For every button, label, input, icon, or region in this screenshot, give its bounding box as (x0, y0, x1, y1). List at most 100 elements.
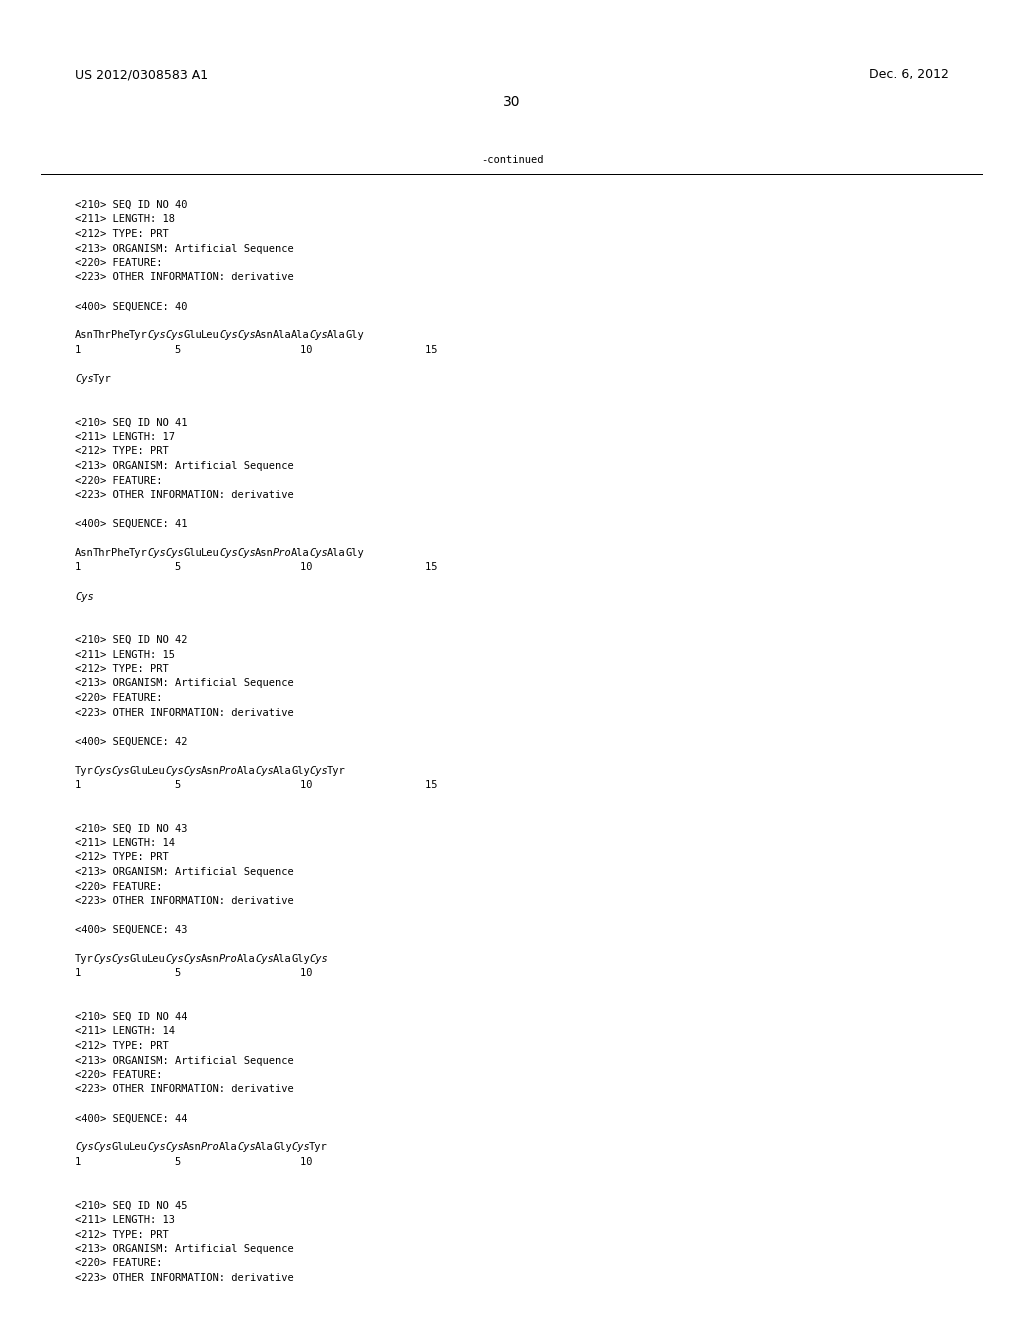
Text: <223> OTHER INFORMATION: derivative: <223> OTHER INFORMATION: derivative (75, 1272, 294, 1283)
Text: <400> SEQUENCE: 43: <400> SEQUENCE: 43 (75, 925, 187, 935)
Text: 1               5                   10: 1 5 10 (75, 1158, 312, 1167)
Text: <220> FEATURE:: <220> FEATURE: (75, 1071, 163, 1080)
Text: Asn: Asn (255, 330, 273, 341)
Text: Glu: Glu (183, 330, 202, 341)
Text: <400> SEQUENCE: 41: <400> SEQUENCE: 41 (75, 519, 187, 529)
Text: Cys: Cys (93, 1143, 112, 1152)
Text: Cys: Cys (219, 330, 238, 341)
Text: <212> TYPE: PRT: <212> TYPE: PRT (75, 853, 169, 862)
Text: Ala: Ala (291, 330, 309, 341)
Text: Gly: Gly (291, 954, 309, 964)
Text: Asn: Asn (183, 1143, 202, 1152)
Text: Tyr: Tyr (327, 766, 346, 776)
Text: Asn: Asn (201, 954, 220, 964)
Text: Cys: Cys (309, 330, 328, 341)
Text: Tyr: Tyr (75, 766, 94, 776)
Text: Cys: Cys (309, 954, 328, 964)
Text: <213> ORGANISM: Artificial Sequence: <213> ORGANISM: Artificial Sequence (75, 1243, 294, 1254)
Text: Tyr: Tyr (129, 548, 147, 558)
Text: 1               5                   10                  15: 1 5 10 15 (75, 780, 437, 789)
Text: Glu: Glu (183, 548, 202, 558)
Text: Cys: Cys (183, 766, 202, 776)
Text: Cys: Cys (165, 1143, 183, 1152)
Text: Cys: Cys (111, 766, 130, 776)
Text: <223> OTHER INFORMATION: derivative: <223> OTHER INFORMATION: derivative (75, 896, 294, 906)
Text: <212> TYPE: PRT: <212> TYPE: PRT (75, 228, 169, 239)
Text: 1               5                   10                  15: 1 5 10 15 (75, 562, 437, 573)
Text: Tyr: Tyr (309, 1143, 328, 1152)
Text: <210> SEQ ID NO 40: <210> SEQ ID NO 40 (75, 201, 187, 210)
Text: <210> SEQ ID NO 42: <210> SEQ ID NO 42 (75, 635, 187, 645)
Text: Cys: Cys (165, 548, 183, 558)
Text: Cys: Cys (93, 766, 112, 776)
Text: Leu: Leu (201, 548, 220, 558)
Text: <400> SEQUENCE: 44: <400> SEQUENCE: 44 (75, 1114, 187, 1123)
Text: Cys: Cys (219, 548, 238, 558)
Text: Asn: Asn (75, 548, 94, 558)
Text: <210> SEQ ID NO 45: <210> SEQ ID NO 45 (75, 1200, 187, 1210)
Text: <213> ORGANISM: Artificial Sequence: <213> ORGANISM: Artificial Sequence (75, 1056, 294, 1065)
Text: Pro: Pro (273, 548, 292, 558)
Text: Cys: Cys (237, 548, 256, 558)
Text: Ala: Ala (327, 548, 346, 558)
Text: Cys: Cys (165, 766, 183, 776)
Text: 30: 30 (503, 95, 521, 110)
Text: <400> SEQUENCE: 40: <400> SEQUENCE: 40 (75, 301, 187, 312)
Text: Ala: Ala (273, 954, 292, 964)
Text: Cys: Cys (237, 330, 256, 341)
Text: Cys: Cys (237, 1143, 256, 1152)
Text: Gly: Gly (345, 330, 364, 341)
Text: Thr: Thr (93, 330, 112, 341)
Text: Leu: Leu (201, 330, 220, 341)
Text: Ala: Ala (237, 766, 256, 776)
Text: Cys: Cys (147, 330, 166, 341)
Text: Gly: Gly (291, 766, 309, 776)
Text: Asn: Asn (201, 766, 220, 776)
Text: <210> SEQ ID NO 44: <210> SEQ ID NO 44 (75, 1012, 187, 1022)
Text: Glu: Glu (111, 1143, 130, 1152)
Text: <212> TYPE: PRT: <212> TYPE: PRT (75, 1041, 169, 1051)
Text: Leu: Leu (129, 1143, 147, 1152)
Text: Asn: Asn (75, 330, 94, 341)
Text: <213> ORGANISM: Artificial Sequence: <213> ORGANISM: Artificial Sequence (75, 867, 294, 876)
Text: <210> SEQ ID NO 41: <210> SEQ ID NO 41 (75, 417, 187, 428)
Text: Tyr: Tyr (93, 374, 112, 384)
Text: Cys: Cys (255, 954, 273, 964)
Text: Cys: Cys (291, 1143, 309, 1152)
Text: <211> LENGTH: 15: <211> LENGTH: 15 (75, 649, 175, 660)
Text: Cys: Cys (111, 954, 130, 964)
Text: US 2012/0308583 A1: US 2012/0308583 A1 (75, 69, 208, 81)
Text: Asn: Asn (255, 548, 273, 558)
Text: <212> TYPE: PRT: <212> TYPE: PRT (75, 1229, 169, 1239)
Text: 1               5                   10                  15: 1 5 10 15 (75, 345, 437, 355)
Text: Leu: Leu (147, 954, 166, 964)
Text: Cys: Cys (147, 1143, 166, 1152)
Text: <220> FEATURE:: <220> FEATURE: (75, 693, 163, 704)
Text: Cys: Cys (93, 954, 112, 964)
Text: Glu: Glu (129, 954, 147, 964)
Text: Cys: Cys (309, 548, 328, 558)
Text: Gly: Gly (273, 1143, 292, 1152)
Text: Cys: Cys (165, 954, 183, 964)
Text: <211> LENGTH: 14: <211> LENGTH: 14 (75, 838, 175, 847)
Text: <220> FEATURE:: <220> FEATURE: (75, 475, 163, 486)
Text: Leu: Leu (147, 766, 166, 776)
Text: <213> ORGANISM: Artificial Sequence: <213> ORGANISM: Artificial Sequence (75, 243, 294, 253)
Text: <210> SEQ ID NO 43: <210> SEQ ID NO 43 (75, 824, 187, 833)
Text: Glu: Glu (129, 766, 147, 776)
Text: <211> LENGTH: 13: <211> LENGTH: 13 (75, 1214, 175, 1225)
Text: Thr: Thr (93, 548, 112, 558)
Text: -continued: -continued (480, 154, 544, 165)
Text: <220> FEATURE:: <220> FEATURE: (75, 1258, 163, 1269)
Text: <213> ORGANISM: Artificial Sequence: <213> ORGANISM: Artificial Sequence (75, 461, 294, 471)
Text: Cys: Cys (183, 954, 202, 964)
Text: <213> ORGANISM: Artificial Sequence: <213> ORGANISM: Artificial Sequence (75, 678, 294, 689)
Text: <223> OTHER INFORMATION: derivative: <223> OTHER INFORMATION: derivative (75, 1085, 294, 1094)
Text: Gly: Gly (345, 548, 364, 558)
Text: Ala: Ala (273, 766, 292, 776)
Text: Tyr: Tyr (129, 330, 147, 341)
Text: <220> FEATURE:: <220> FEATURE: (75, 882, 163, 891)
Text: Cys: Cys (255, 766, 273, 776)
Text: Ala: Ala (219, 1143, 238, 1152)
Text: <212> TYPE: PRT: <212> TYPE: PRT (75, 664, 169, 675)
